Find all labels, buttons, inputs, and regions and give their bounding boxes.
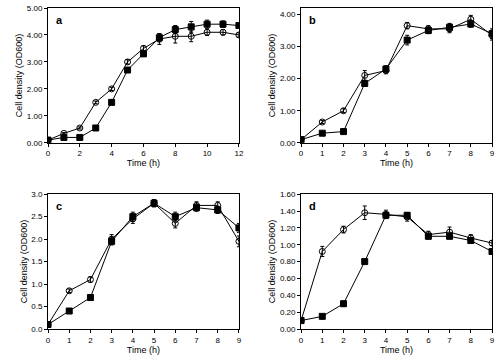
svg-text:8: 8 [173,149,178,158]
svg-text:4: 4 [384,149,389,158]
svg-text:a: a [56,14,63,26]
svg-text:0.40: 0.40 [280,291,296,300]
svg-text:0: 0 [46,149,51,158]
svg-text:2.5: 2.5 [31,212,43,221]
svg-text:1.00: 1.00 [280,241,296,250]
svg-text:3.0: 3.0 [31,190,43,199]
svg-text:1: 1 [67,336,72,345]
svg-text:0.0: 0.0 [31,325,43,334]
svg-text:5: 5 [152,336,157,345]
svg-text:7: 7 [447,149,452,158]
svg-text:Cell density (OD600): Cell density (OD600) [19,220,29,304]
svg-text:1.0: 1.0 [31,280,43,289]
svg-text:4.00: 4.00 [280,10,296,19]
svg-text:8: 8 [469,336,474,345]
svg-text:2.0: 2.0 [31,235,43,244]
svg-text:4: 4 [109,149,114,158]
svg-text:0.5: 0.5 [31,302,43,311]
svg-text:5: 5 [405,336,410,345]
svg-text:7: 7 [194,336,199,345]
svg-text:5: 5 [405,149,410,158]
svg-text:0.00: 0.00 [280,139,296,148]
svg-text:4: 4 [131,336,136,345]
svg-text:9: 9 [237,336,242,345]
svg-text:Cell density (OD600): Cell density (OD600) [14,34,24,118]
svg-text:6: 6 [426,149,431,158]
svg-text:2.00: 2.00 [280,74,296,83]
svg-text:Time (h): Time (h) [127,345,160,355]
svg-text:9: 9 [490,336,495,345]
svg-text:3.00: 3.00 [27,58,43,67]
svg-text:3: 3 [362,336,367,345]
svg-text:1.00: 1.00 [280,107,296,116]
svg-text:1.5: 1.5 [31,257,43,266]
svg-text:2: 2 [341,336,346,345]
svg-text:4: 4 [384,336,389,345]
svg-text:6: 6 [141,149,146,158]
svg-text:0: 0 [299,336,304,345]
svg-text:10: 10 [203,149,212,158]
svg-text:Time (h): Time (h) [380,158,413,168]
svg-text:1: 1 [320,336,325,345]
svg-text:0.00: 0.00 [27,139,43,148]
svg-text:3.00: 3.00 [280,42,296,51]
svg-text:2.00: 2.00 [27,85,43,94]
svg-text:1.60: 1.60 [280,190,296,199]
svg-text:3: 3 [362,149,367,158]
svg-text:c: c [56,200,62,212]
svg-text:6: 6 [173,336,178,345]
svg-text:1.40: 1.40 [280,207,296,216]
svg-text:1.20: 1.20 [280,224,296,233]
svg-text:8: 8 [215,336,220,345]
svg-text:2: 2 [341,149,346,158]
svg-text:6: 6 [426,336,431,345]
svg-text:0: 0 [299,149,304,158]
svg-text:0.60: 0.60 [280,274,296,283]
svg-text:9: 9 [490,149,495,158]
svg-text:2: 2 [88,336,93,345]
svg-text:0: 0 [46,336,51,345]
svg-text:0.20: 0.20 [280,308,296,317]
svg-text:Cell density (OD600): Cell density (OD600) [267,34,277,118]
svg-text:Cell density (OD600): Cell density (OD600) [267,220,277,304]
svg-text:1.00: 1.00 [27,112,43,121]
svg-text:b: b [309,14,316,26]
svg-text:1: 1 [320,149,325,158]
svg-text:0.00: 0.00 [280,325,296,334]
svg-text:5.00: 5.00 [27,4,43,13]
svg-text:4.00: 4.00 [27,31,43,40]
svg-text:8: 8 [469,149,474,158]
svg-text:d: d [309,200,316,212]
svg-text:3: 3 [109,336,114,345]
svg-text:2: 2 [78,149,83,158]
svg-text:12: 12 [234,149,243,158]
svg-text:Time (h): Time (h) [380,345,413,355]
svg-text:Time (h): Time (h) [127,158,160,168]
svg-text:7: 7 [447,336,452,345]
svg-text:0.80: 0.80 [280,257,296,266]
